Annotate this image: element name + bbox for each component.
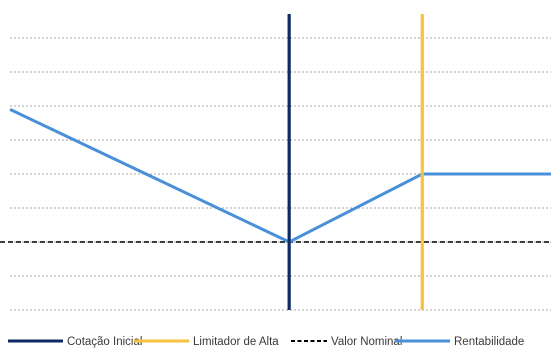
legend: Cotação Inicial Limitador de Alta Valor No… <box>8 336 524 348</box>
series <box>0 14 551 310</box>
legend-label-cotacao-inicial: Cotação Inicial <box>67 336 142 348</box>
legend-label-valor-nominal: Valor Nominal <box>331 336 402 348</box>
legend-label-limitador-de-alta: Limitador de Alta <box>193 336 279 348</box>
legend-label-rentabilidade: Rentabilidade <box>454 336 524 348</box>
rentabilidade-line <box>9 108 551 244</box>
